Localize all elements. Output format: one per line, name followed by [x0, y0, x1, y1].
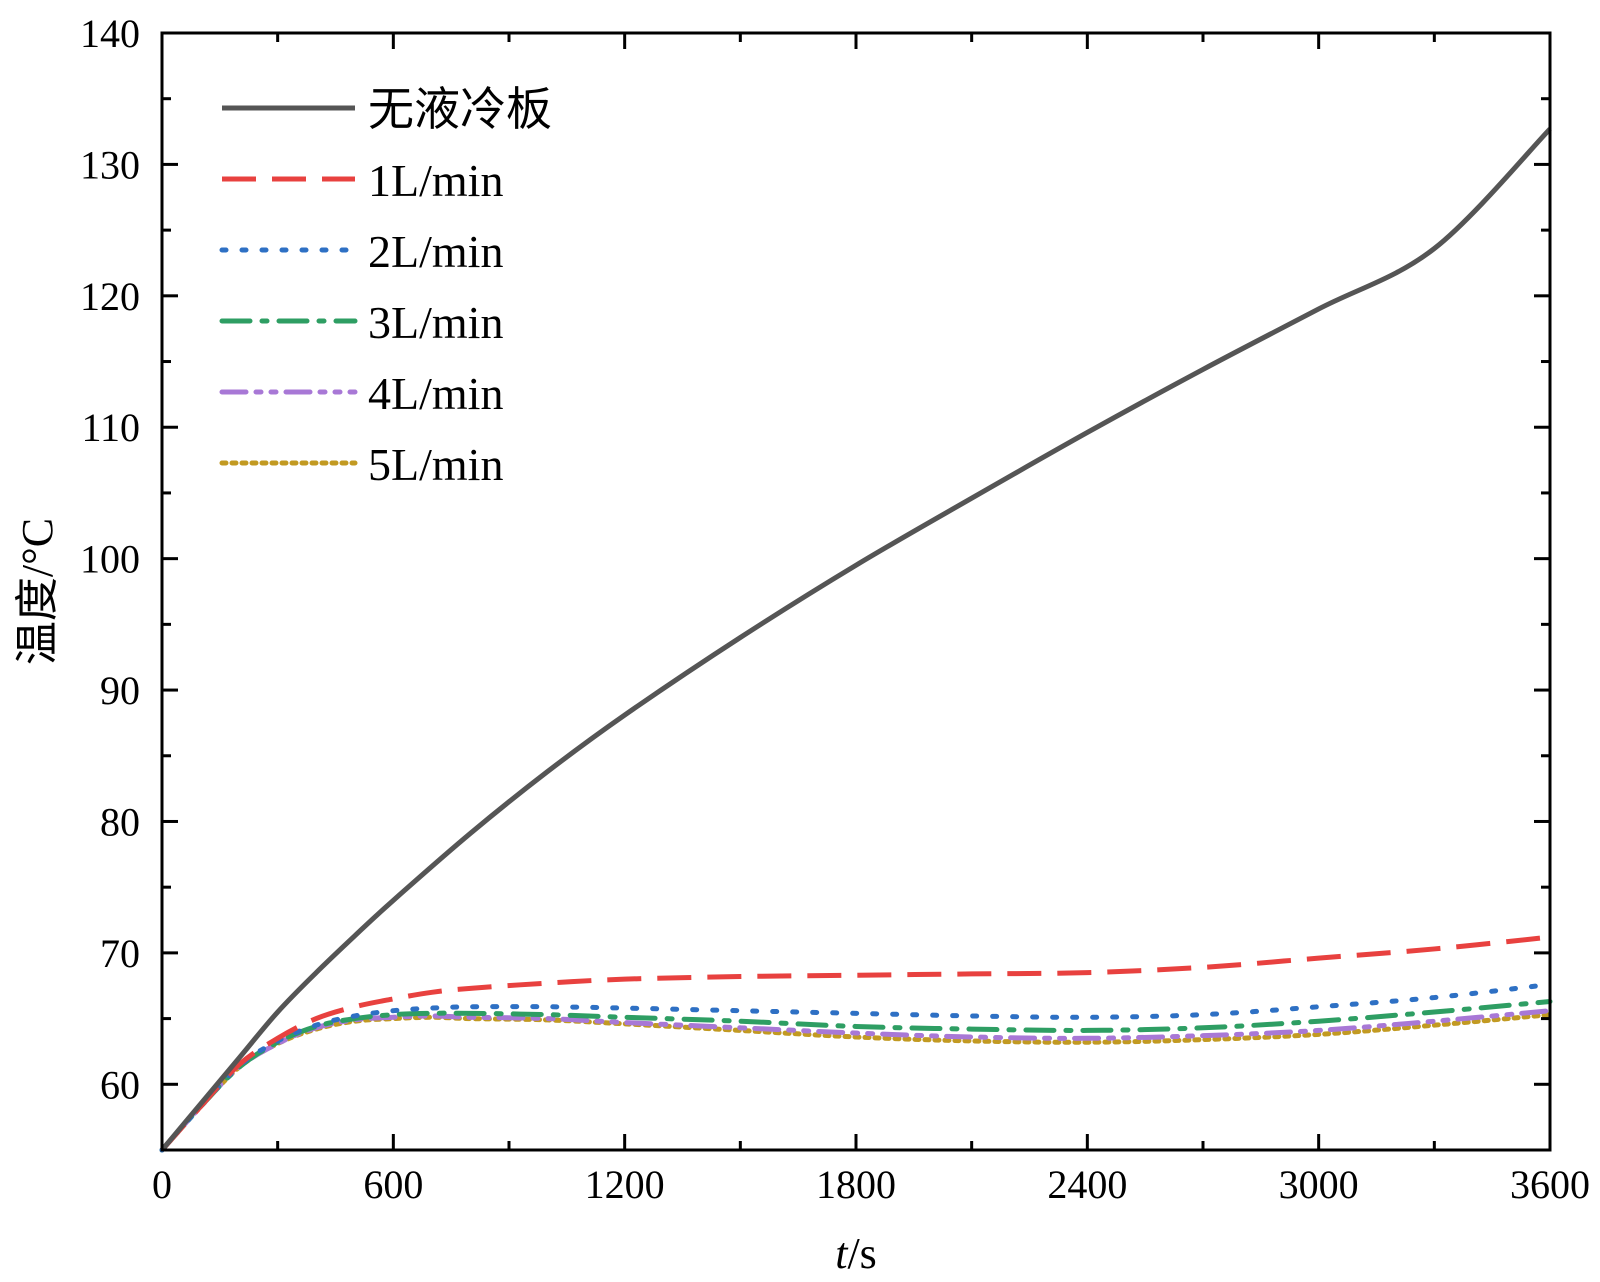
- x-tick-label: 1800: [816, 1162, 896, 1207]
- y-tick-label: 100: [80, 537, 140, 582]
- x-tick-label: 0: [152, 1162, 172, 1207]
- x-axis-title-var: t: [835, 1229, 849, 1278]
- legend-label-3: 3L/min: [368, 297, 503, 348]
- series-line-3: [159, 999, 1553, 1153]
- y-tick-label: 120: [80, 274, 140, 319]
- y-tick-label: 60: [100, 1062, 140, 1107]
- y-tick-label: 140: [80, 11, 140, 56]
- y-tick-label: 80: [100, 799, 140, 844]
- x-tick-label: 3000: [1279, 1162, 1359, 1207]
- y-tick-label: 130: [80, 142, 140, 187]
- series-line-0: [160, 127, 1552, 1152]
- legend: 无液冷板 1L/min 2L/min 3L/min 4L/min 5L/min: [219, 84, 552, 490]
- y-tick-label: 70: [100, 931, 140, 976]
- series-line-2: [159, 981, 1553, 1153]
- x-tick-label: 600: [363, 1162, 423, 1207]
- legend-label-2: 2L/min: [368, 226, 503, 277]
- legend-label-5: 5L/min: [368, 439, 503, 490]
- y-tick-label: 90: [100, 668, 140, 713]
- series-line-4: [159, 1008, 1553, 1153]
- legend-label-4: 4L/min: [368, 368, 503, 419]
- legend-label-0: 无液冷板: [368, 84, 552, 135]
- x-tick-label: 1200: [585, 1162, 665, 1207]
- x-axis-title-unit: /s: [847, 1229, 876, 1278]
- legend-label-1: 1L/min: [368, 155, 503, 206]
- series-line-1: [160, 934, 1551, 1152]
- x-axis-title: t/s: [835, 1229, 877, 1278]
- y-axis-title: 温度/°C: [13, 518, 62, 665]
- x-tick-label: 3600: [1510, 1162, 1590, 1207]
- series-layer: [159, 127, 1553, 1153]
- x-tick-label: 2400: [1047, 1162, 1127, 1207]
- y-tick-label: 110: [81, 405, 140, 450]
